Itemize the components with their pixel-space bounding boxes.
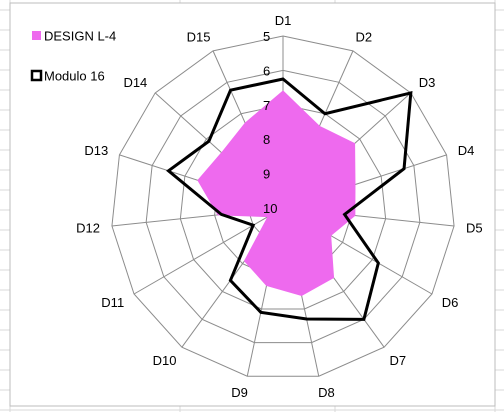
spoke-d11	[133, 207, 284, 295]
legend-label-design-l-4: DESIGN L-4	[44, 29, 116, 44]
tick-label-9: 9	[263, 167, 270, 182]
category-label-d9: D9	[231, 385, 248, 400]
category-label-d6: D6	[442, 295, 459, 310]
category-label-d13: D13	[84, 143, 108, 158]
legend-label-modulo-16: Modulo 16	[44, 69, 105, 84]
value-axis-ticks: 5 6 7 8 9 10	[263, 29, 277, 216]
web-ring-3	[179, 104, 387, 310]
tick-label-10: 10	[263, 201, 277, 216]
legend-swatch-modulo-16	[30, 69, 43, 82]
tick-label-5: 5	[263, 29, 270, 44]
category-label-d4: D4	[458, 143, 475, 158]
category-label-d2: D2	[356, 29, 373, 44]
category-label-d12: D12	[76, 221, 100, 236]
web-ring-5	[111, 35, 455, 377]
category-label-d1: D1	[275, 13, 292, 28]
category-label-d5: D5	[466, 221, 483, 236]
category-label-d7: D7	[390, 353, 407, 368]
legend-swatch-design-l-4	[32, 31, 41, 40]
series-line-modulo-16	[166, 77, 413, 321]
category-label-d3: D3	[419, 75, 436, 90]
tick-label-6: 6	[263, 63, 270, 78]
series-layer	[166, 77, 413, 321]
legend: DESIGN L-4 Modulo 16	[30, 29, 116, 84]
tick-label-8: 8	[263, 132, 270, 147]
category-label-d8: D8	[318, 385, 335, 400]
category-labels: D1 D2 D3 D4 D5 D6 D7 D8 D9 D10 D11 D12 D13 D14 D15	[76, 13, 482, 400]
series-area-design-l-4	[197, 90, 356, 297]
web-ring-4	[145, 69, 421, 344]
category-label-d14: D14	[123, 75, 147, 90]
tick-label-7: 7	[263, 98, 270, 113]
category-label-d11: D11	[101, 295, 124, 310]
category-label-d15: D15	[187, 29, 211, 44]
category-label-d10: D10	[153, 353, 177, 368]
